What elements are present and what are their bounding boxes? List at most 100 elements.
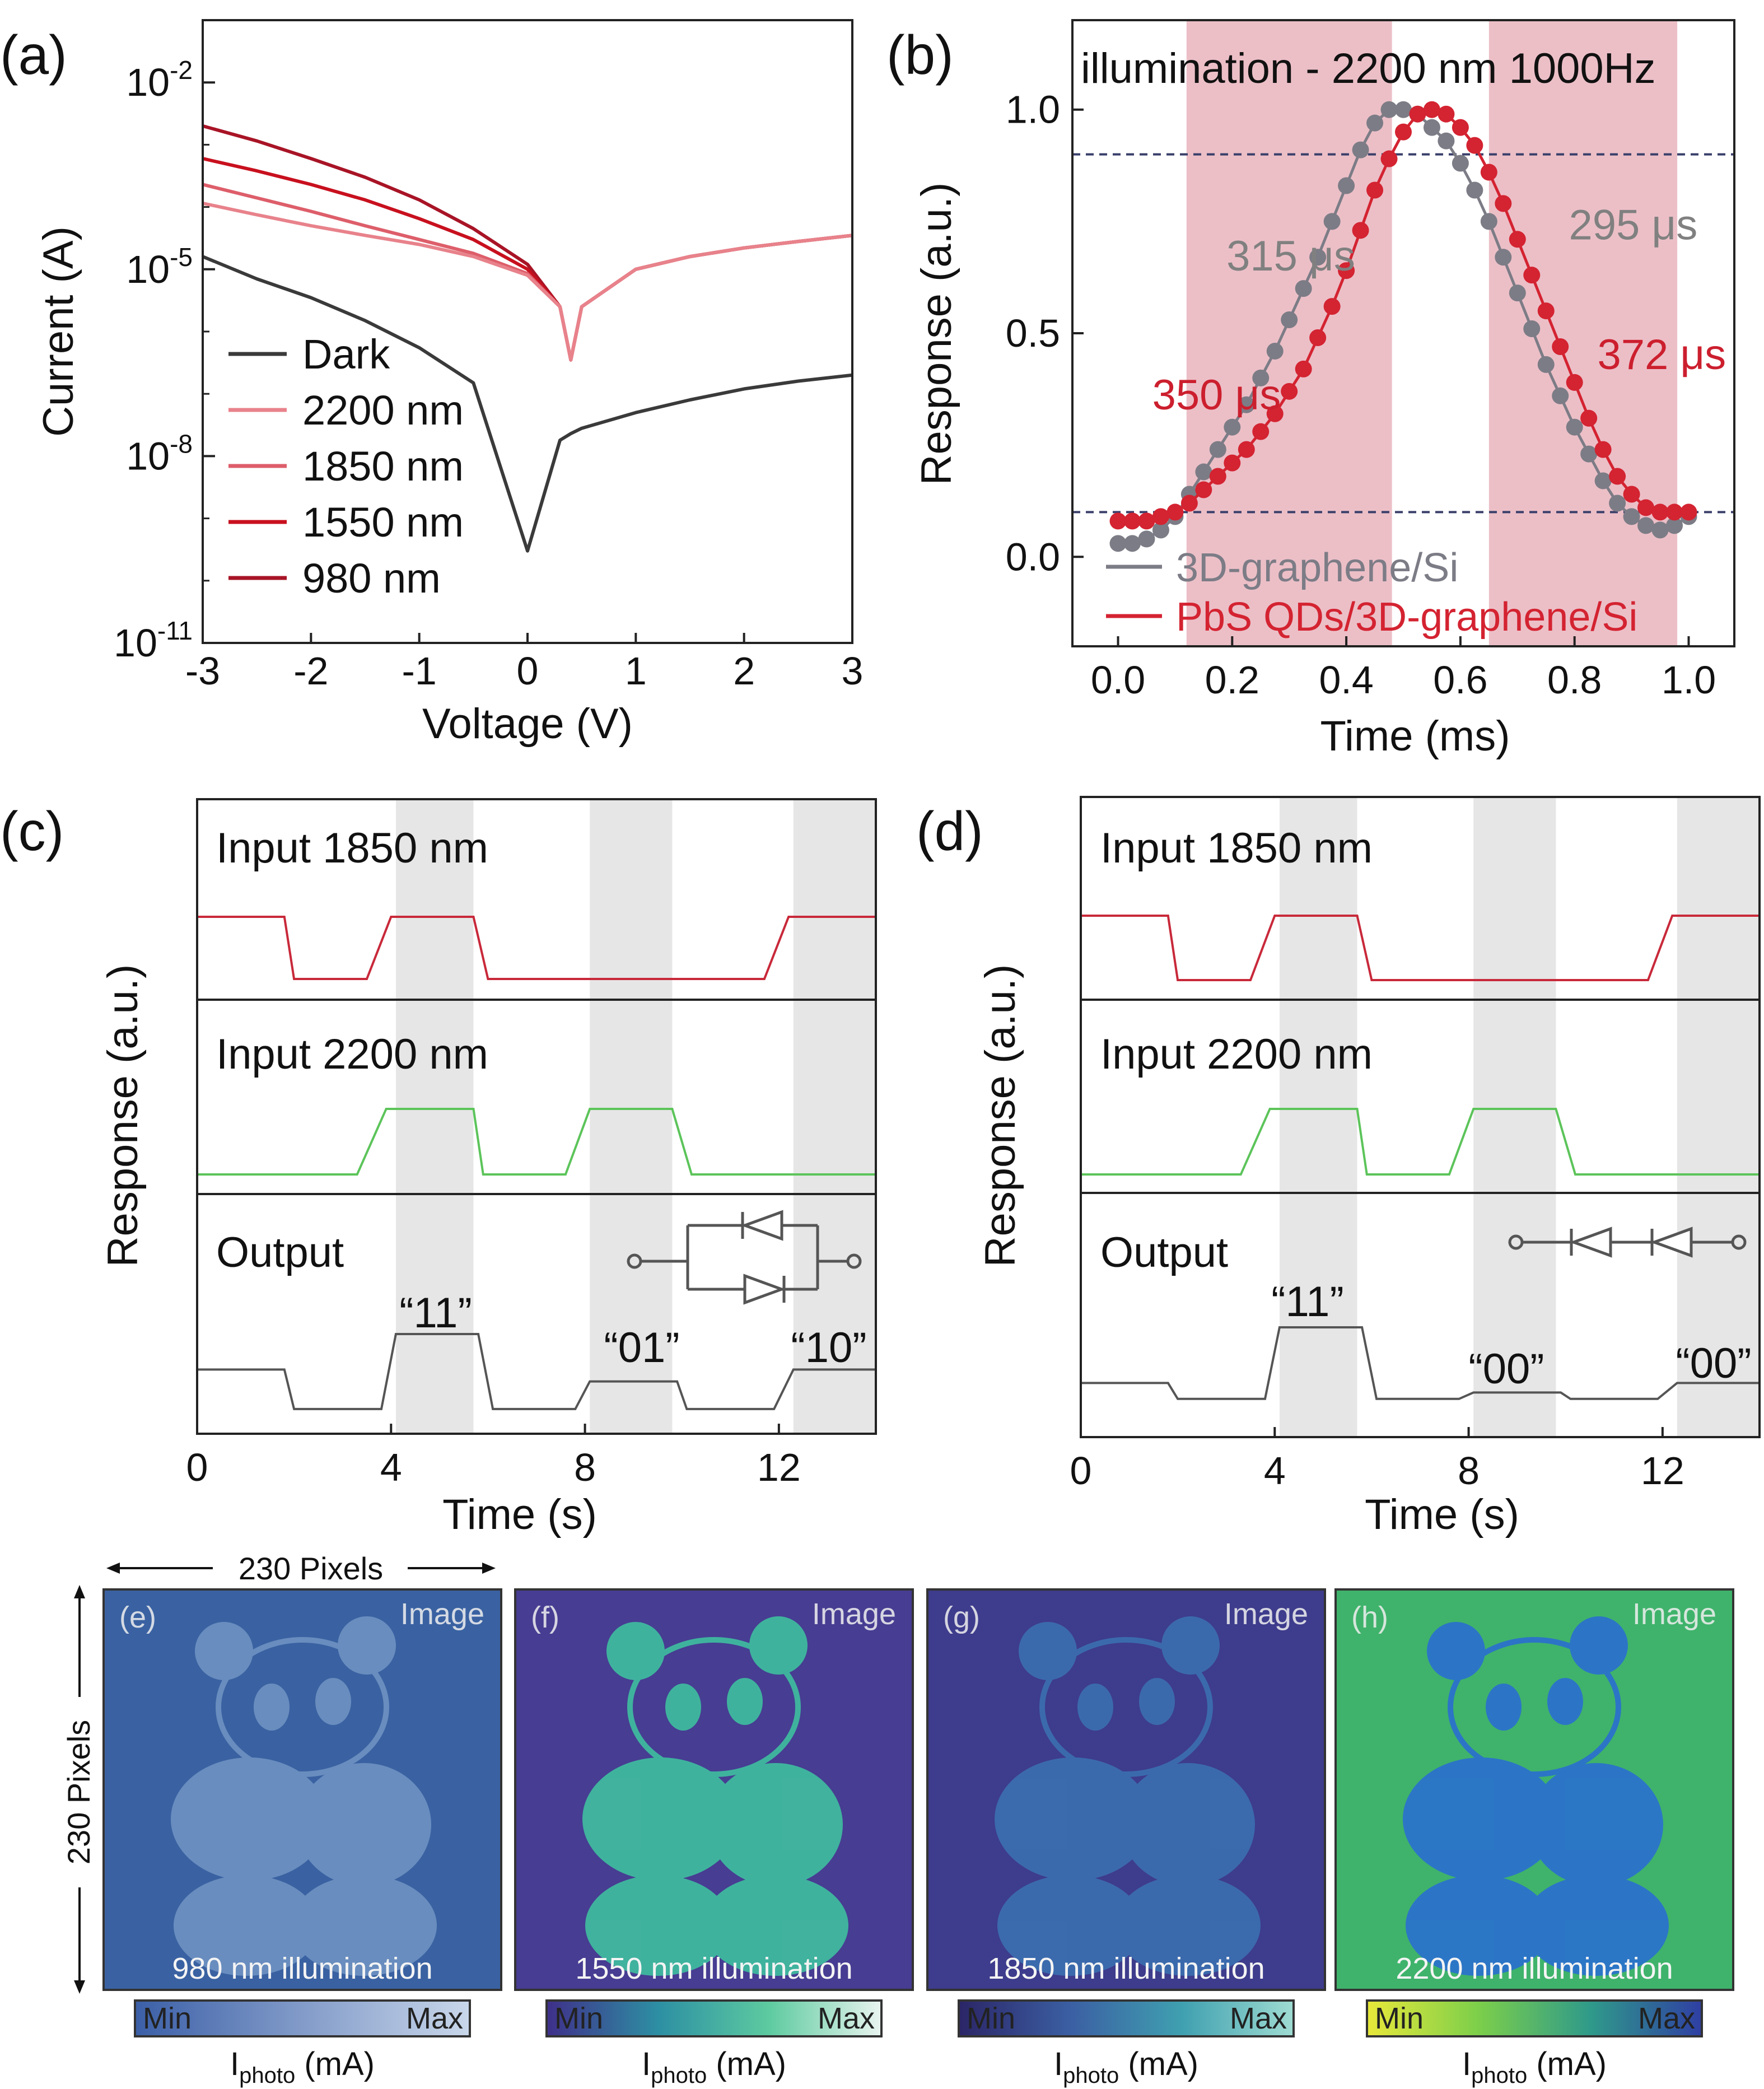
image-panel: (g) Image 1850 nm illumination Min Max Iphoto…: [926, 1588, 1326, 2088]
response-point: [1409, 105, 1426, 123]
x-tick-label: 0.6: [1433, 658, 1487, 702]
colorbar-max-label: Max: [818, 2002, 875, 2035]
y-tick-label: 0.0: [1006, 535, 1060, 579]
panda-silhouette: [582, 1616, 848, 1976]
panda-leg: [291, 1875, 437, 1976]
x-tick-label: -3: [185, 649, 220, 693]
panel-c-ylabel: Response (a.u.): [99, 964, 147, 1267]
response-point: [1195, 481, 1212, 498]
response-point: [1509, 285, 1526, 302]
panda-ear: [1427, 1622, 1485, 1680]
response-point: [1423, 101, 1440, 118]
x-tick-label: 12: [1641, 1449, 1684, 1493]
illumination-caption: 2200 nm illumination: [1396, 1952, 1673, 1985]
colorbar-quantity-label: Iphoto (mA): [230, 2046, 375, 2088]
colorbar: [545, 1999, 883, 2037]
colorbar-min-label: Min: [143, 2002, 192, 2035]
response-point: [1423, 119, 1440, 136]
panel-c-xlabel: Time (s): [442, 1491, 597, 1538]
response-point: [1209, 468, 1226, 485]
y-tick-label: 10-11: [114, 616, 193, 665]
panda-leg: [1115, 1875, 1261, 1976]
image-corner-label: Image: [812, 1597, 896, 1631]
response-point: [1380, 101, 1398, 118]
panda-ear: [606, 1622, 665, 1680]
time-constant-label: 295 μs: [1569, 201, 1698, 249]
panel-c-ticks: 0 4 8 12: [186, 1424, 801, 1489]
illumination-caption: 1850 nm illumination: [987, 1952, 1264, 1985]
response-point: [1323, 213, 1341, 230]
panel-c-title-out: Output: [216, 1229, 344, 1276]
response-point: [1295, 280, 1312, 297]
response-point: [1480, 213, 1497, 230]
x-tick-label: 0.2: [1205, 658, 1259, 702]
panda-eye: [1547, 1678, 1583, 1725]
legend-label: 1550 nm: [302, 499, 464, 545]
image-panel: (h) Image 2200 nm illumination Min Max Iphoto…: [1334, 1588, 1734, 2088]
shaded-region: [1186, 20, 1392, 646]
panda-ear: [195, 1622, 253, 1680]
panel-a-ticks: -3 -2 -1 0 1 2 3 10-2 10-5 10-8 10-11: [114, 19, 863, 693]
panel-d-ticks: 0 4 8 12: [1070, 1427, 1684, 1493]
x-tick-label: 4: [1264, 1449, 1286, 1493]
colorbar-quantity-label: Iphoto (mA): [1054, 2046, 1198, 2088]
panda-arm: [1121, 1763, 1255, 1886]
panel-d-shaded-regions: [1279, 797, 1760, 1437]
response-point: [1252, 423, 1270, 440]
iv-curve-1550-nm: [203, 157, 852, 362]
panel-d-traces: “11” “00” “00”: [1081, 915, 1760, 1400]
iv-curve-dark: [203, 255, 852, 553]
panda-arm: [1529, 1763, 1663, 1886]
colorbar-max-label: Max: [406, 2002, 463, 2035]
y-tick-label: 0.5: [1006, 311, 1060, 355]
illumination-caption: 980 nm illumination: [172, 1952, 432, 1985]
time-constant-label: 315 μs: [1226, 232, 1355, 280]
panda-ear: [749, 1616, 808, 1675]
response-point: [1152, 521, 1169, 539]
panda-arm: [297, 1763, 431, 1886]
panel-b-shaded-regions: [1186, 20, 1678, 646]
image-panel-label: (g): [943, 1601, 980, 1634]
response-point: [1238, 396, 1255, 413]
x-tick-label: -1: [402, 649, 437, 693]
width-label: 230 Pixels: [239, 1551, 383, 1586]
panel-b-label: (b): [886, 24, 954, 86]
response-point: [1209, 441, 1226, 458]
output-state-label: “11”: [1271, 1278, 1344, 1326]
response-point: [1395, 123, 1412, 141]
response-point: [1224, 454, 1241, 472]
response-point: [1109, 512, 1127, 530]
panel-d: (d) “11” “00” “00” Input 1850 nm Input 220…: [916, 796, 1761, 1538]
x-tick-label: 0: [186, 1445, 208, 1489]
response-point: [1566, 374, 1583, 391]
y-tick-label: 10-8: [126, 429, 193, 478]
shaded-region: [590, 799, 673, 1434]
image-corner-label: Image: [1224, 1597, 1308, 1631]
iv-curve-980-nm: [203, 124, 852, 362]
response-point: [1309, 329, 1327, 346]
colorbar: [1366, 1999, 1703, 2037]
output-state-label: “11”: [399, 1289, 472, 1337]
x-tick-label: 12: [757, 1445, 801, 1489]
response-point: [1366, 114, 1384, 132]
response-point: [1580, 409, 1598, 427]
colorbar-min-label: Min: [967, 2002, 1015, 2035]
logic-trace: [197, 1333, 876, 1410]
response-point: [1195, 463, 1212, 481]
panel-c-title-in2: Input 2200 nm: [216, 1030, 488, 1078]
colorbar-min-label: Min: [554, 2002, 603, 2035]
panda-leg: [997, 1875, 1143, 1976]
response-point: [1366, 181, 1384, 199]
shaded-region: [1473, 797, 1556, 1437]
panda-eye: [1077, 1684, 1113, 1731]
response-point: [1580, 445, 1598, 463]
panda-leg: [1523, 1875, 1669, 1976]
panel-c-shaded-regions: [395, 799, 876, 1434]
response-point: [1438, 132, 1455, 150]
panel-c-title-in1: Input 1850 nm: [216, 824, 488, 872]
panda-leg: [1406, 1875, 1551, 1976]
x-tick-label: 8: [574, 1445, 596, 1489]
panel-a-xlabel: Voltage (V): [422, 700, 633, 748]
response-point: [1537, 356, 1555, 373]
